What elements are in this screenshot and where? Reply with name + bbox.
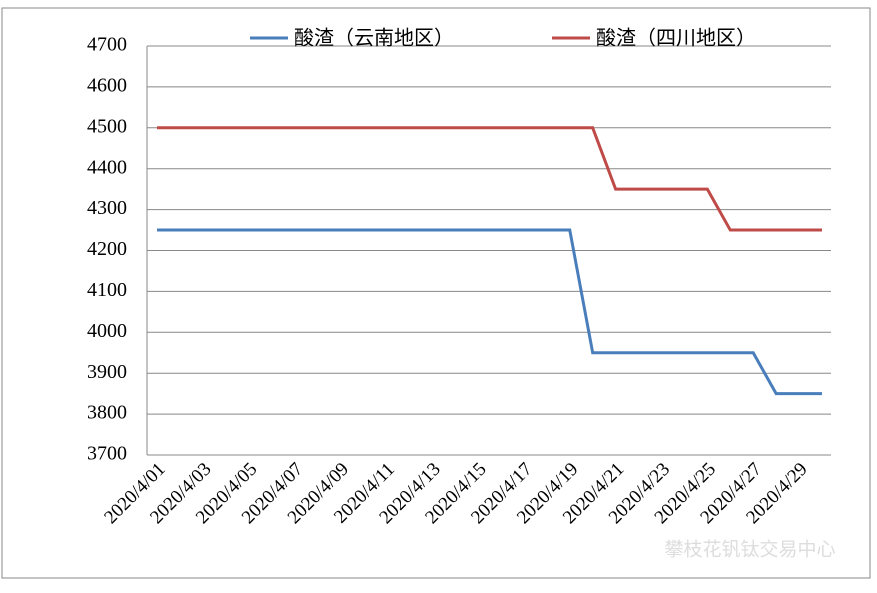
y-tick-label: 4100 [87, 279, 127, 301]
line-series [157, 126, 822, 232]
y-tick-label: 4600 [87, 74, 127, 96]
y-tick-label: 4000 [87, 320, 127, 342]
y-tick-label: 3900 [87, 361, 127, 383]
y-tick-label: 3700 [87, 443, 127, 465]
y-tick-label: 4700 [87, 34, 127, 56]
y-tick-label: 4200 [87, 238, 127, 260]
y-tick-label: 3800 [87, 402, 127, 424]
legend-label: 酸渣（云南地区） [294, 26, 454, 50]
watermark: 攀枝花钒钛交易中心 [664, 539, 835, 561]
y-tick-label: 4500 [87, 115, 127, 137]
line-series [157, 228, 822, 396]
y-tick-label: 4400 [87, 156, 127, 178]
y-tick-label: 4300 [87, 197, 127, 219]
legend-label: 酸渣（四川地区） [596, 26, 756, 50]
